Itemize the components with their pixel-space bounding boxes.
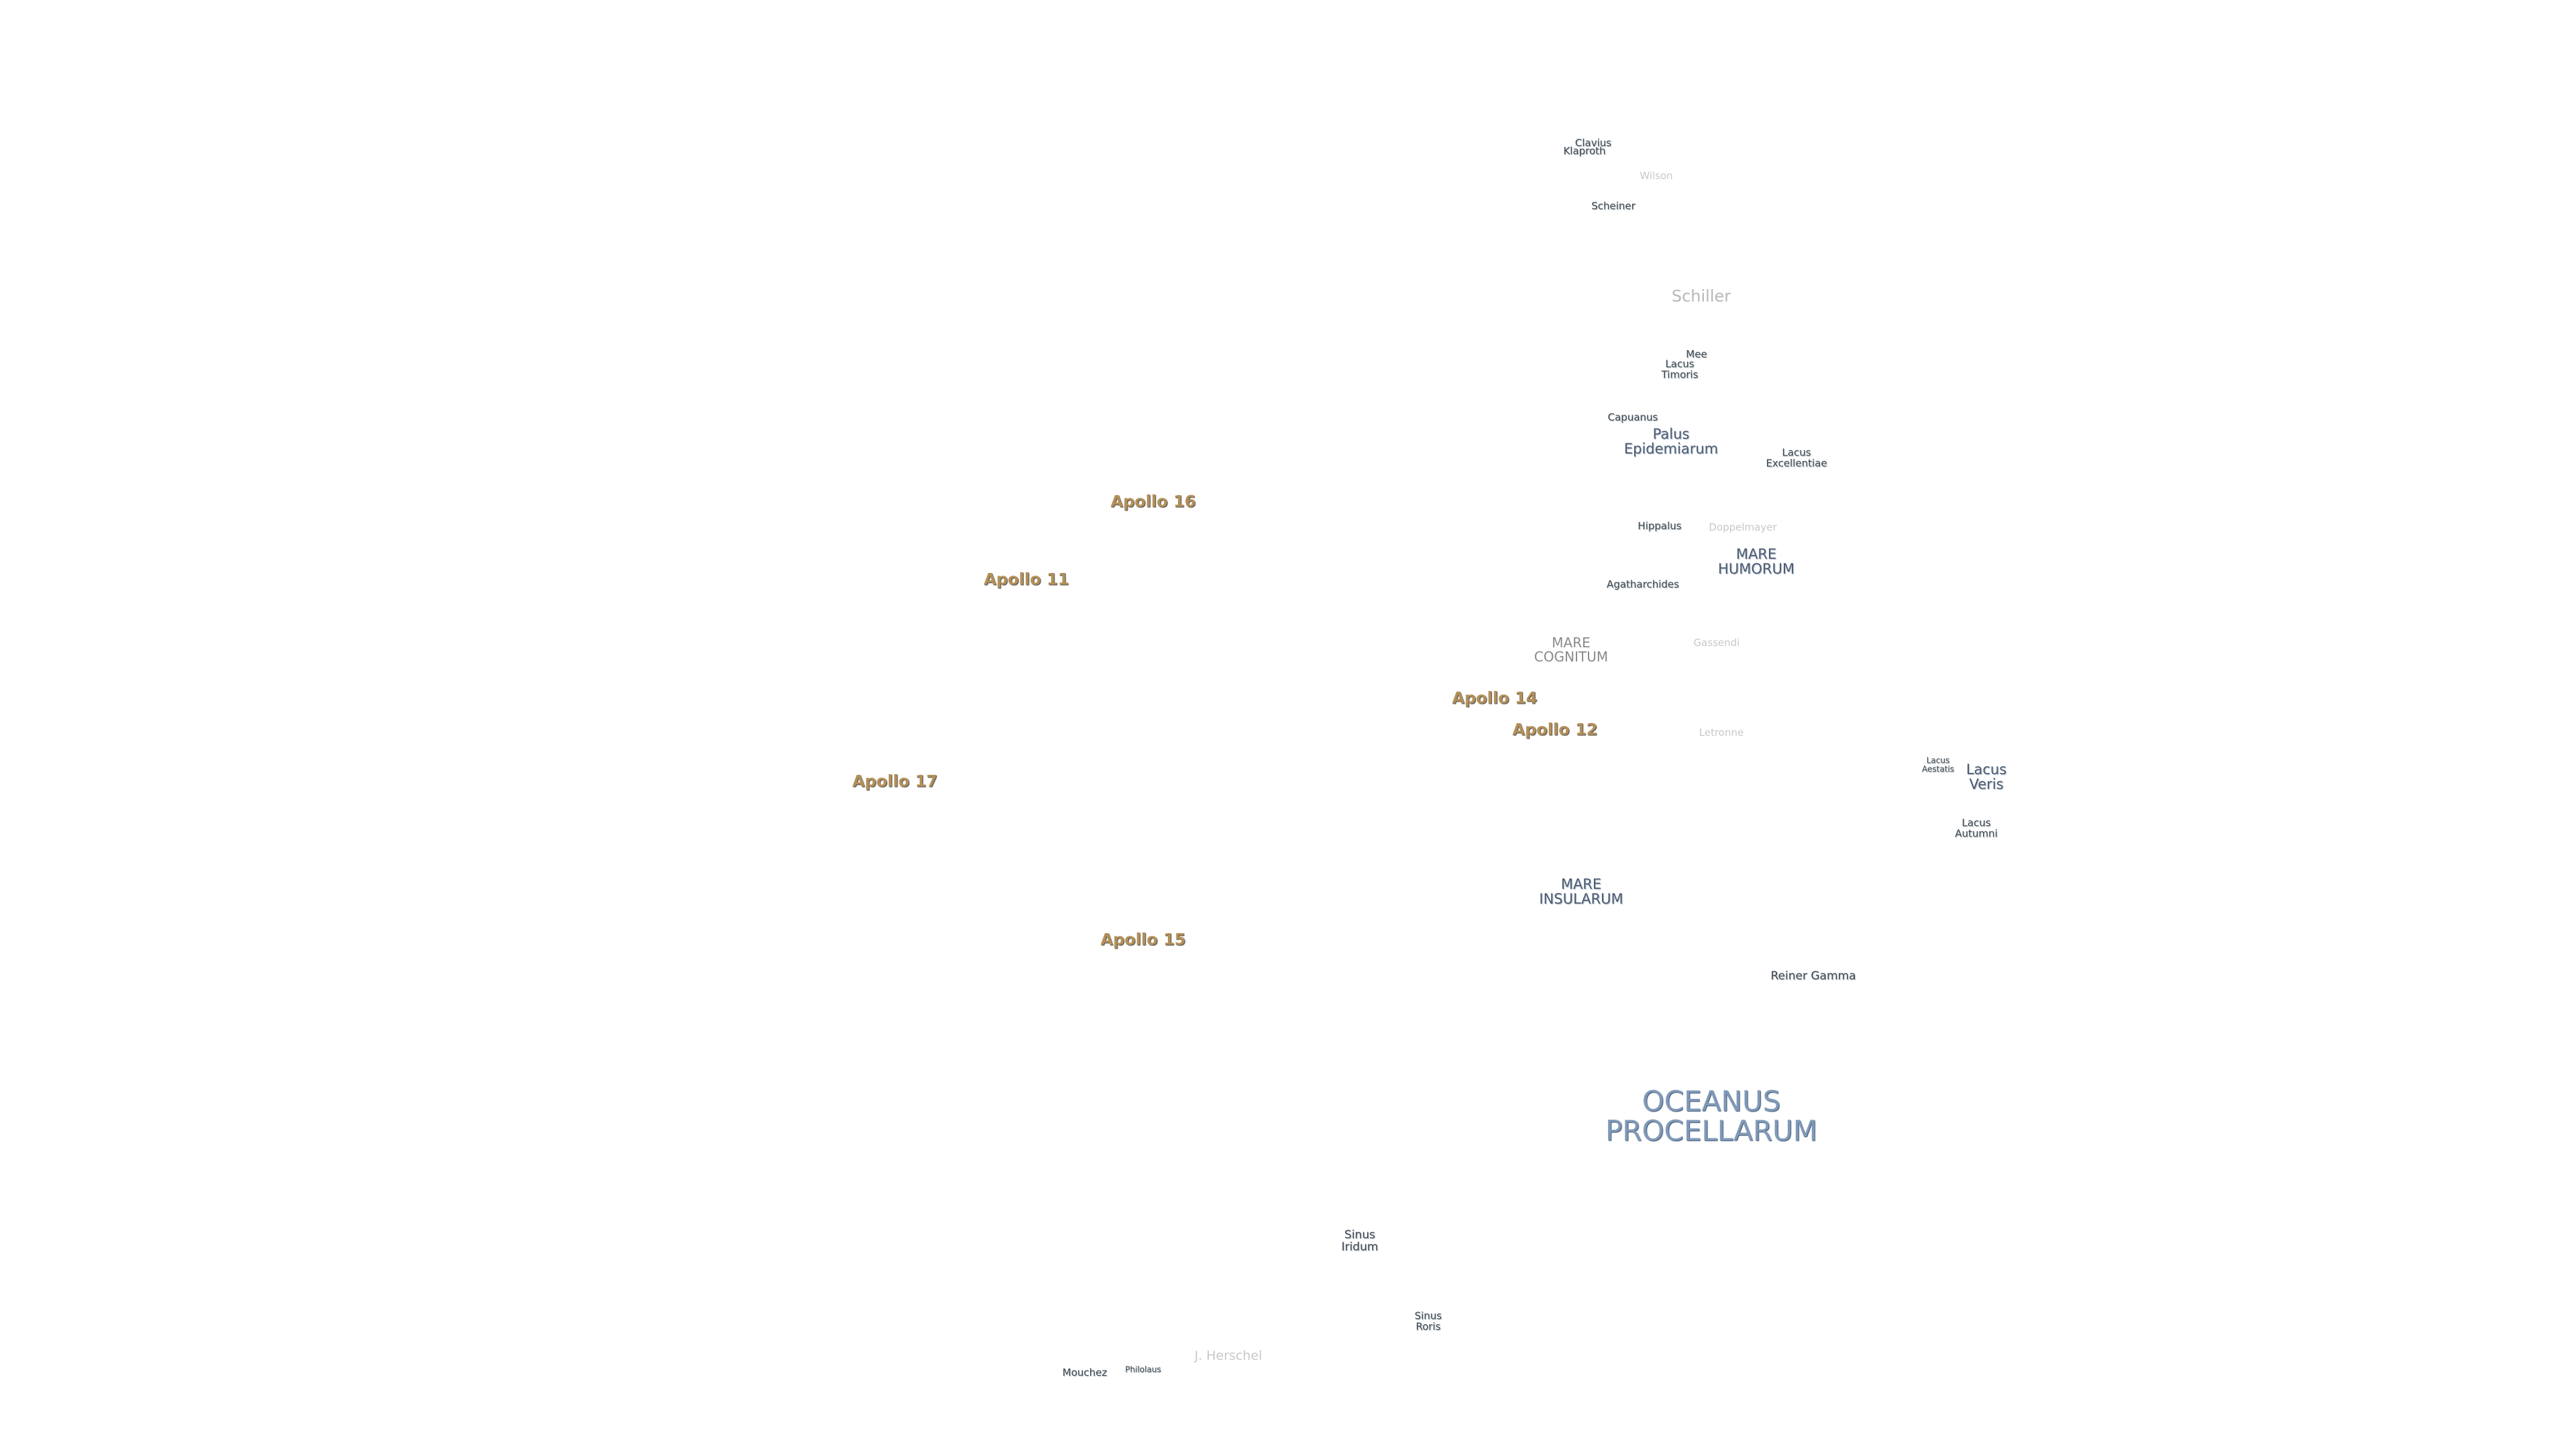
feature-label: Lacus Autumni (1955, 816, 1998, 839)
feature-label: Schiller (1671, 286, 1731, 306)
feature-label: Sinus Iridum (1341, 1228, 1379, 1254)
feature-label: Capuanus (1607, 411, 1658, 424)
apollo-site-label: Apollo 14 (1452, 688, 1538, 708)
ocean-label: OCEANUS PROCELLARUM (1605, 1084, 1818, 1147)
feature-label: Doppelmayer (1709, 521, 1777, 534)
feature-label: Agatharchides (1607, 578, 1679, 591)
feature-label: Reiner Gamma (1770, 969, 1856, 983)
feature-label: Mee (1686, 348, 1707, 361)
feature-label: Palus Epidemiarum (1623, 425, 1719, 457)
feature-label: Scheiner (1591, 200, 1635, 213)
feature-label: Hippalus (1638, 520, 1682, 533)
apollo-site-label: Apollo 12 (1512, 720, 1598, 739)
feature-label: Klaproth (1563, 145, 1606, 158)
feature-label: Philolaus (1125, 1364, 1161, 1375)
feature-label: Wilson (1640, 170, 1673, 182)
feature-label: Clavius (1574, 137, 1612, 150)
feature-label: Lacus Timoris (1661, 358, 1699, 380)
feature-label: Lacus Excellentiae (1766, 446, 1827, 469)
feature-label: Letronne (1699, 727, 1744, 739)
feature-label: Mouchez (1062, 1366, 1108, 1379)
apollo-site-label: Apollo 15 (1100, 930, 1186, 949)
mare-label: MARE COGNITUM (1534, 635, 1609, 665)
mare-label: MARE INSULARUM (1539, 875, 1623, 907)
apollo-site-label: Apollo 16 (1110, 492, 1196, 511)
feature-label: Sinus Roris (1414, 1309, 1442, 1332)
feature-label: Lacus Veris (1966, 761, 2007, 792)
feature-label: Gassendi (1693, 637, 1740, 649)
mare-label: MARE HUMORUM (1718, 545, 1794, 577)
feature-label: Lacus Aestatis (1922, 755, 1954, 773)
apollo-site-label: Apollo 11 (983, 570, 1069, 589)
feature-label: J. Herschel (1194, 1348, 1263, 1364)
apollo-site-label: Apollo 17 (852, 771, 938, 791)
